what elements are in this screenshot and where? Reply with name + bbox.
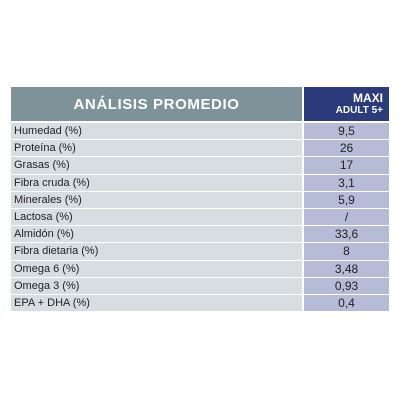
table-row: Proteína (%) 26 xyxy=(11,140,389,158)
table-row: Omega 6 (%) 3,48 xyxy=(11,260,389,278)
row-value: 17 xyxy=(304,157,389,174)
row-label: Minerales (%) xyxy=(11,191,302,208)
row-value: / xyxy=(304,208,389,226)
row-value: 8 xyxy=(304,243,389,260)
row-label: Fibra cruda (%) xyxy=(11,174,302,191)
table-header: ANÁLISIS PROMEDIO MAXI ADULT 5+ xyxy=(11,87,389,121)
row-label: Fibra dietaria (%) xyxy=(11,243,302,260)
table-row: Fibra cruda (%) 3,1 xyxy=(11,174,389,192)
table-row: EPA + DHA (%) 0,4 xyxy=(11,294,389,313)
row-label: Lactosa (%) xyxy=(11,208,302,226)
table-row: Fibra dietaria (%) 8 xyxy=(11,243,389,261)
header-title-cell: ANÁLISIS PROMEDIO xyxy=(11,87,302,121)
row-value: 0,4 xyxy=(304,294,389,312)
row-value: 26 xyxy=(304,140,389,157)
row-value: 0,93 xyxy=(304,277,389,294)
table-body: Humedad (%) 9,5 Proteína (%) 26 Grasas (… xyxy=(11,123,389,313)
row-label: Humedad (%) xyxy=(11,123,302,140)
row-value: 5,9 xyxy=(304,191,389,208)
row-value: 3,1 xyxy=(304,174,389,191)
header-title: ANÁLISIS PROMEDIO xyxy=(73,95,240,113)
header-product-variant: ADULT 5+ xyxy=(335,104,383,116)
header-product-cell: MAXI ADULT 5+ xyxy=(304,87,389,121)
table-row: Almidón (%) 33,6 xyxy=(11,226,389,244)
header-product-name: MAXI xyxy=(353,90,383,105)
row-label: Proteína (%) xyxy=(11,140,302,157)
row-value: 9,5 xyxy=(304,123,389,140)
nutrition-table: ANÁLISIS PROMEDIO MAXI ADULT 5+ Humedad … xyxy=(11,87,389,313)
row-label: Omega 3 (%) xyxy=(11,277,302,294)
row-label: Grasas (%) xyxy=(11,157,302,174)
row-label: Almidón (%) xyxy=(11,226,302,243)
row-value: 33,6 xyxy=(304,226,389,243)
table-row: Humedad (%) 9,5 xyxy=(11,123,389,141)
row-label: EPA + DHA (%) xyxy=(11,294,302,312)
row-label: Omega 6 (%) xyxy=(11,260,302,277)
row-value: 3,48 xyxy=(304,260,389,277)
table-row: Grasas (%) 17 xyxy=(11,157,389,175)
table-row: Lactosa (%) / xyxy=(11,208,389,227)
table-row: Minerales (%) 5,9 xyxy=(11,191,389,209)
table-row: Omega 3 (%) 0,93 xyxy=(11,277,389,295)
